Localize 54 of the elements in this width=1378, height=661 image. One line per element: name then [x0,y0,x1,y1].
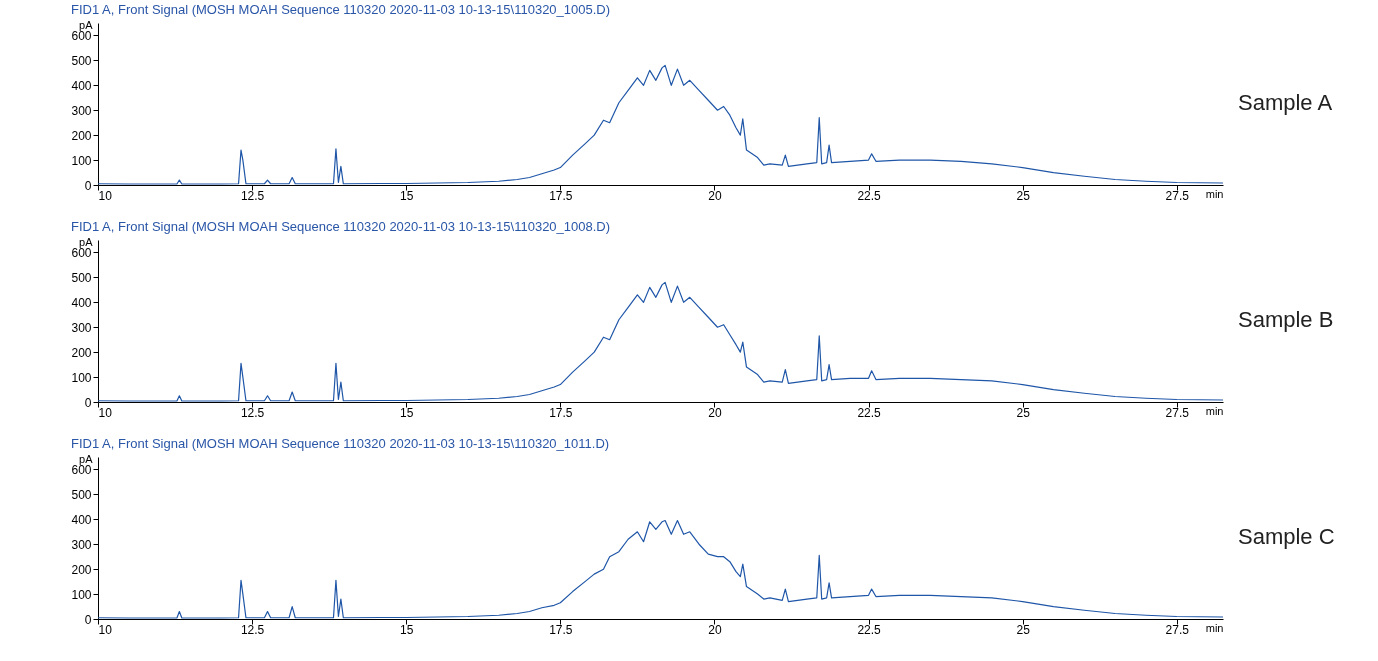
x-tick-label: 12.5 [240,188,265,203]
y-tick-label: 200 [71,345,92,360]
x-tick-label: 25 [1016,405,1031,420]
y-tick-label: 400 [71,78,92,93]
y-tick-label: 100 [71,153,92,168]
text: Sample B [1238,307,1334,332]
y-tick-label: 200 [71,128,92,143]
text: Sample C [1238,524,1335,549]
y-axis-title: pA [79,18,94,31]
y-axis-title: pA [79,235,94,248]
y-tick-label: 100 [71,370,92,385]
x-tick-label: 27.5 [1165,622,1190,637]
x-tick-label: 17.5 [549,405,573,420]
x-tick-label: 12.5 [240,405,265,420]
chart-title: FID1 A, Front Signal (MOSH MOAH Sequence 110320 2020-11-03 10-13-15\110320_1008.D) [70,219,611,234]
x-axis-title: min [1205,187,1224,200]
x-tick-label: 17.5 [549,622,573,637]
text: Sample A [1238,90,1333,115]
x-tick-label: 15 [400,405,414,420]
y-tick-label: 200 [71,562,92,577]
y-tick-label: 300 [71,103,92,118]
x-tick-label: 20 [708,188,722,203]
chart-title: FID1 A, Front Signal (MOSH MOAH Sequence 110320 2020-11-03 10-13-15\110320_1011.D) [70,436,610,451]
y-axis-title: pA [79,452,94,465]
x-tick-label: 12.5 [240,622,265,637]
y-tick-label: 300 [71,320,92,335]
x-tick-label: 15 [400,188,414,203]
x-tick-label: 20 [708,405,722,420]
x-tick-label: 10 [98,188,113,203]
y-tick-label: 400 [71,512,92,527]
x-axis-title: min [1205,621,1224,634]
y-tick-label: 400 [71,295,92,310]
y-tick-label: 100 [71,587,92,602]
chart-title: FID1 A, Front Signal (MOSH MOAH Sequence 110320 2020-11-03 10-13-15\110320_1005.D) [70,2,611,17]
y-tick-label: 0 [84,395,92,410]
x-tick-label: 25 [1016,622,1031,637]
x-tick-label: 20 [708,622,722,637]
x-tick-label: 10 [98,622,113,637]
x-tick-label: 27.5 [1165,405,1190,420]
x-tick-label: 17.5 [549,188,573,203]
y-tick-label: 0 [84,612,92,627]
y-tick-label: 0 [84,178,92,193]
x-tick-label: 10 [98,405,113,420]
y-tick-label: 500 [71,487,92,502]
y-tick-label: 500 [71,270,92,285]
x-tick-label: 15 [400,622,414,637]
y-tick-label: 300 [71,537,92,552]
x-tick-label: 22.5 [857,188,882,203]
x-axis-title: min [1205,404,1224,417]
x-tick-label: 22.5 [857,405,882,420]
y-tick-label: 500 [71,53,92,68]
x-tick-label: 25 [1016,188,1031,203]
x-tick-label: 27.5 [1165,188,1190,203]
x-tick-label: 22.5 [857,622,882,637]
